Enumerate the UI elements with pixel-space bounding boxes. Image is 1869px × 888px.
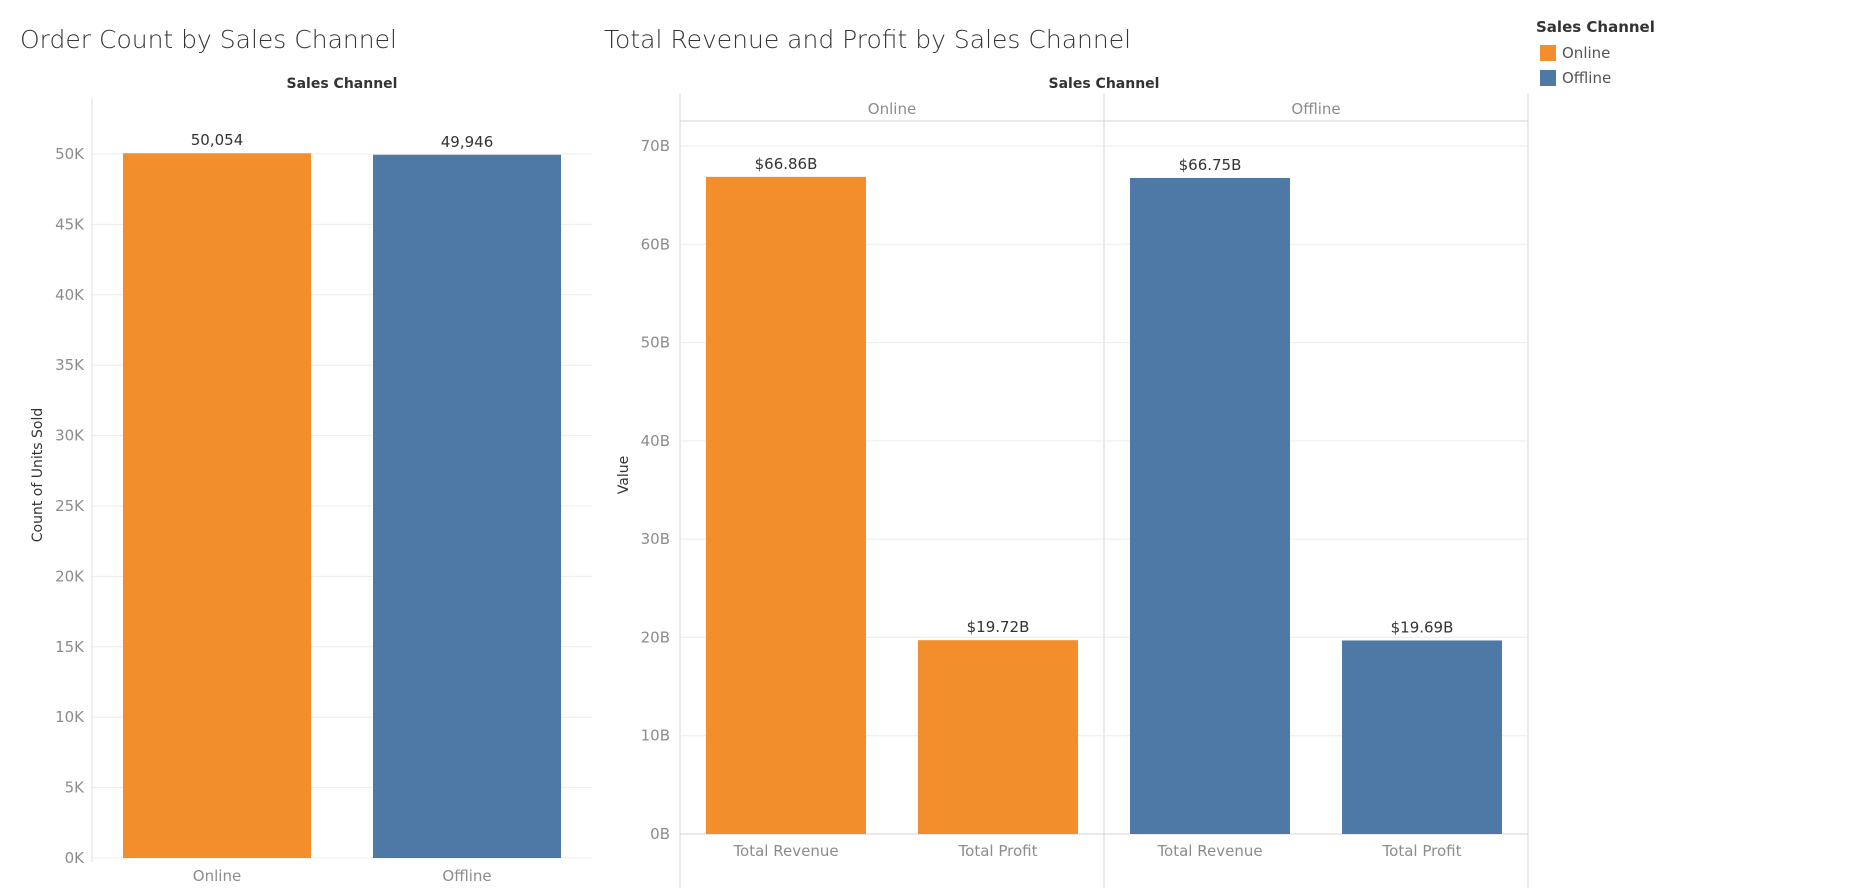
y-axis-title: Count of Units Sold [30, 408, 46, 542]
y-tick-label: 70B [641, 137, 670, 155]
legend: Sales Channel Online Offline [1536, 18, 1655, 90]
y-tick-label: 35K [55, 356, 85, 374]
y-tick-label: 15K [55, 638, 85, 656]
data-label: $66.75B [1179, 156, 1242, 174]
order-count-chart: Sales Channel 0K 5K 10K 15K 20K 25K 30K 35K 40K 45… [30, 76, 592, 885]
y-tick-label: 50B [641, 334, 670, 352]
bar-online-total-revenue [706, 176, 866, 835]
legend-swatch-offline [1540, 69, 1556, 86]
y-tick-label: 10B [641, 727, 670, 745]
y-tick-label: 40K [55, 286, 85, 304]
y-tick-label: 0B [650, 825, 670, 843]
legend-title: Sales Channel [1536, 18, 1655, 36]
x-tick-label: Offline [442, 867, 491, 885]
y-tick-label: 20B [641, 628, 670, 646]
y-tick-label: 30K [55, 427, 85, 445]
data-label: $66.86B [755, 155, 818, 173]
legend-swatch-online [1540, 44, 1556, 61]
data-label: $19.69B [1391, 618, 1454, 636]
legend-item-online[interactable]: Online [1536, 40, 1655, 65]
x-tick-label: Total Profit [1382, 842, 1462, 860]
data-label: 49,946 [441, 133, 494, 151]
y-tick-label: 30B [641, 530, 670, 548]
x-tick-label: Total Revenue [1156, 842, 1262, 860]
x-tick-label: Total Profit [958, 842, 1038, 860]
x-tick-label: Online [193, 867, 241, 885]
panel-header-offline: Offline [1291, 100, 1340, 118]
y-tick-label: 40B [641, 432, 670, 450]
data-label: 50,054 [191, 131, 244, 149]
y-tick-label: 25K [55, 497, 85, 515]
y-tick-label: 0K [65, 849, 86, 867]
legend-label-offline: Offline [1562, 68, 1612, 87]
revenue-profit-chart: Sales Channel 0B 10B 20B 30B 40B 50B 60B 70B Valu… [616, 76, 1529, 888]
y-tick-label: 10K [55, 708, 85, 726]
legend-item-offline[interactable]: Offline [1536, 65, 1655, 90]
bar-offline-total-profit [1342, 640, 1502, 834]
chart-title-revenue-profit: Total Revenue and Profit by Sales Channe… [604, 25, 1132, 54]
legend-label-online: Online [1562, 43, 1611, 62]
panel-header-online: Online [868, 100, 916, 118]
column-header: Sales Channel [287, 76, 398, 92]
y-tick-label: 20K [55, 567, 85, 585]
bar-offline [373, 154, 561, 858]
chart-title-order-count: Order Count by Sales Channel [20, 25, 397, 54]
y-tick-label: 50K [55, 145, 85, 163]
column-header: Sales Channel [1049, 76, 1160, 92]
data-label: $19.72B [967, 618, 1030, 636]
y-axis-title: Value [616, 456, 632, 494]
y-tick-label: 5K [65, 779, 86, 797]
y-tick-label: 45K [55, 215, 85, 233]
x-tick-label: Total Revenue [732, 842, 838, 860]
bar-online [123, 153, 311, 858]
bar-online-total-profit [918, 640, 1078, 834]
bar-offline-total-revenue [1130, 177, 1290, 834]
y-tick-label: 60B [641, 235, 670, 253]
